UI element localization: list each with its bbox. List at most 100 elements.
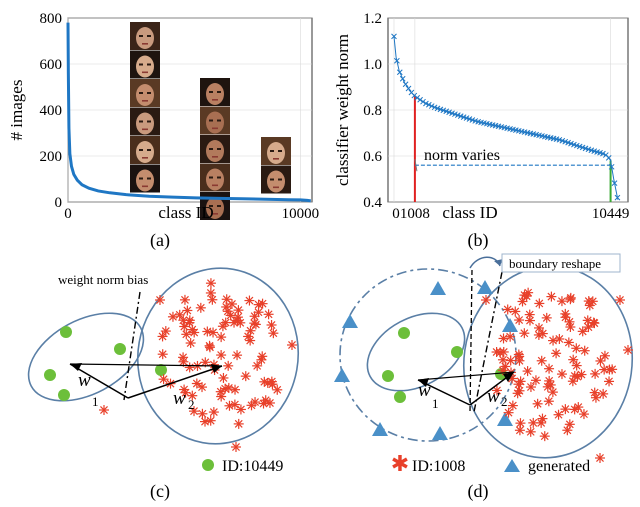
marker-x [414, 94, 421, 101]
red-star-point [266, 376, 277, 387]
red-star-point [590, 368, 601, 379]
red-star-point [179, 321, 190, 332]
panel-b: 0.4 0.6 0.8 1.0 1.2 0 1008 10449 class ID class… [333, 11, 629, 251]
xtick-label: 10449 [592, 206, 630, 222]
red-star-point [513, 379, 524, 390]
red-star-point [604, 364, 615, 375]
series-line-b [393, 36, 619, 200]
diagram-c-title: weight norm bias [58, 272, 148, 287]
cluster-ellipse-large [136, 267, 300, 445]
red-star-point [578, 409, 589, 420]
green-point [44, 369, 56, 381]
red-star-point [99, 405, 109, 415]
red-star-point [157, 331, 168, 342]
marker-x [399, 75, 406, 82]
red-star-point [548, 335, 559, 346]
face-thumbnail [130, 50, 160, 79]
ytick-label: 400 [40, 103, 63, 119]
face-thumbnail [200, 135, 230, 163]
green-point [394, 391, 406, 403]
red-star-point [233, 418, 244, 429]
red-star-point [287, 340, 297, 350]
reshape-arrowhead [494, 259, 503, 266]
red-star-point [560, 308, 571, 319]
red-star-point [598, 388, 609, 399]
red-star-point [502, 304, 513, 315]
vector-w1-c [69, 363, 129, 399]
red-star-point [160, 326, 171, 337]
red-star-point [157, 349, 168, 360]
red-star-point [582, 315, 593, 326]
red-star-point [205, 287, 216, 298]
red-star-point [189, 327, 200, 338]
xlabel-b: class ID [442, 203, 497, 222]
red-star-point [595, 355, 606, 366]
face-thumbnail [130, 107, 160, 136]
red-star-point [197, 408, 208, 419]
marker-x [402, 81, 409, 88]
reshape-arrow [469, 256, 501, 269]
red-star-point [514, 425, 525, 436]
red-star-point [524, 315, 535, 326]
red-star-point [534, 298, 545, 309]
red-star-point [260, 395, 271, 406]
red-star-point [174, 309, 185, 320]
red-star-point [547, 387, 558, 398]
face-thumbnail [130, 136, 160, 164]
red-star-point [195, 302, 206, 313]
generated-triangle [372, 422, 388, 436]
red-stars-c [99, 278, 297, 452]
decision-boundary-c [123, 291, 141, 401]
red-star-point [208, 407, 219, 418]
red-star-point [544, 375, 555, 386]
segment-w1-w2-c [69, 363, 223, 367]
red-star-point [514, 351, 525, 362]
green-point [58, 389, 70, 401]
red-star-point [180, 387, 191, 398]
red-star-point [525, 382, 536, 393]
red-star-point [221, 294, 232, 305]
red-star-point [560, 404, 571, 415]
red-star-point [534, 322, 545, 333]
face-thumbnail [130, 164, 160, 193]
red-star-point [185, 338, 196, 349]
diagram-d-title: boundary reshape [509, 256, 601, 271]
red-star-point [537, 328, 548, 339]
green-point [382, 370, 394, 382]
red-star-point [224, 400, 235, 411]
red-star-point [217, 321, 228, 332]
red-star-point [182, 305, 193, 316]
red-star-point [565, 294, 576, 305]
ytick-label: 600 [40, 57, 63, 73]
marker-x [420, 98, 426, 105]
face-thumbnail [130, 79, 160, 107]
red-star-point [204, 342, 215, 353]
face-thumbnail [261, 165, 291, 194]
red-star-point [215, 386, 226, 397]
red-star-point [541, 312, 552, 323]
legend-d-id: ID:1008 [412, 458, 465, 475]
ytick-label: 200 [40, 149, 63, 165]
arrowhead-w1-c [70, 363, 82, 371]
red-star-point [554, 333, 565, 344]
red-star-point [615, 295, 625, 305]
ytick-label: 800 [40, 11, 63, 27]
ylabel-a: # images [7, 80, 26, 141]
red-star-point [546, 291, 557, 302]
generated-triangle [334, 368, 350, 382]
red-star-point [184, 317, 195, 328]
boundary-reshape-box [501, 253, 621, 273]
red-star-point [218, 372, 229, 383]
panel-c: weight norm bias w 1 w 2 ID:10449 (c) [27, 267, 300, 502]
red-star-point [207, 294, 218, 305]
red-star-point [503, 407, 514, 418]
red-star-point [563, 337, 574, 348]
red-star-point [579, 345, 590, 356]
red-star-point [519, 290, 530, 301]
red-star-point [576, 369, 587, 380]
xtick-label: 0 [392, 206, 400, 222]
red-star-point [497, 354, 508, 365]
green-point [398, 327, 410, 339]
red-star-point [155, 295, 165, 305]
red-star-point [229, 317, 240, 328]
